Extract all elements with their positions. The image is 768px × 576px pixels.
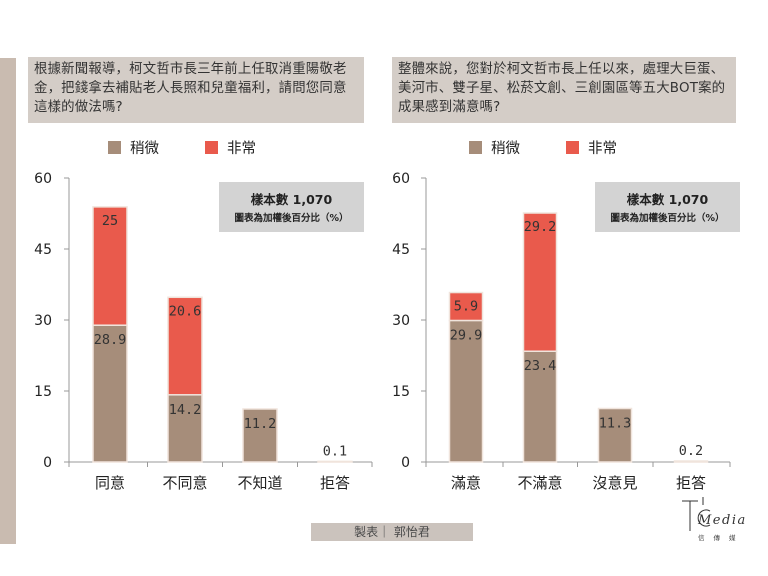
y-tick-label: 0 (43, 455, 52, 471)
sample-size-box-right: 樣本數 1,070 圖表為加權後百分比（%） (595, 182, 740, 232)
bar-segment (317, 460, 353, 463)
sample-note-label: 圖表為加權後百分比（%） (610, 213, 725, 224)
sample-note-label: 圖表為加權後百分比（%） (234, 213, 349, 224)
x-category-label: 不同意 (162, 474, 207, 492)
legend-label-slight: 稍微 (130, 140, 159, 157)
legend-item-very: 非常 (205, 137, 256, 158)
bar-segment (448, 319, 484, 463)
legend-label-very: 非常 (227, 140, 256, 157)
chart-credit: 製表｜ 郭怡君 (311, 523, 473, 541)
data-label: 28.9 (94, 332, 127, 348)
bar-segment (242, 408, 278, 463)
x-category-label: 不滿意 (517, 474, 562, 492)
data-label: 0.1 (323, 444, 347, 460)
data-label: 11.3 (599, 416, 632, 432)
legend-item-very: 非常 (566, 137, 617, 158)
question-right: 整體來說，您對於柯文哲市長上任以來，處理大巨蛋、美河市、雙子星、松菸文創、三創園… (392, 57, 736, 123)
x-category-label: 滿意 (451, 474, 481, 492)
data-label: 29.2 (524, 219, 557, 235)
left-accent-bar (0, 58, 16, 544)
legend-swatch-very (566, 140, 579, 154)
data-label: 23.4 (524, 358, 557, 374)
y-tick-label: 45 (392, 242, 410, 258)
data-label: 14.2 (169, 402, 202, 418)
legend-item-slight: 稍微 (108, 137, 159, 158)
logo-brand-text: Media (698, 513, 747, 528)
bar-segment (167, 296, 203, 396)
bar-segment (522, 212, 558, 352)
x-category-label: 不知道 (237, 474, 282, 492)
y-tick-label: 60 (34, 171, 52, 187)
data-label: 29.9 (450, 327, 483, 343)
legend-left: 稍微 非常 (108, 137, 302, 157)
bar-segment (448, 291, 484, 322)
legend-label-very: 非常 (588, 140, 617, 157)
legend-right: 稍微 非常 (469, 137, 663, 157)
legend-swatch-slight (108, 140, 121, 154)
bar-segment (92, 206, 128, 326)
y-tick-label: 45 (34, 242, 52, 258)
bar-segment (597, 407, 633, 463)
y-tick-label: 15 (34, 384, 52, 400)
x-category-label: 沒意見 (592, 474, 637, 492)
question-left: 根據新聞報導，柯文哲市長三年前上任取消重陽敬老金，把錢拿去補貼老人長照和兒童福利… (28, 57, 364, 123)
x-category-label: 拒答 (320, 474, 350, 492)
y-tick-label: 0 (401, 455, 410, 471)
legend-swatch-slight (469, 140, 482, 154)
y-tick-label: 30 (34, 313, 52, 329)
sample-size-label: 樣本數 1,070 (250, 192, 333, 207)
legend-swatch-very (205, 140, 218, 154)
x-category-label: 同意 (95, 474, 125, 492)
y-tick-label: 30 (392, 313, 410, 329)
x-category-label: 拒答 (676, 474, 706, 492)
bar-segment (673, 460, 709, 463)
data-label: 20.6 (169, 303, 202, 319)
data-label: 11.2 (244, 416, 277, 432)
logo-mark-icon (682, 497, 711, 531)
media-logo: Media 信傳媒 (676, 495, 766, 547)
logo-sub-text: 信傳媒 (698, 534, 745, 542)
y-tick-label: 15 (392, 384, 410, 400)
bar-segment (522, 350, 558, 463)
data-label: 25 (102, 213, 118, 229)
sample-size-label: 樣本數 1,070 (626, 192, 709, 207)
legend-label-slight: 稍微 (491, 140, 520, 157)
y-tick-label: 60 (392, 171, 410, 187)
sample-size-box-left: 樣本數 1,070 圖表為加權後百分比（%） (219, 182, 364, 232)
bar-segment (167, 394, 203, 463)
legend-item-slight: 稍微 (469, 137, 520, 158)
data-label: 0.2 (679, 443, 703, 459)
data-label: 5.9 (454, 299, 478, 315)
